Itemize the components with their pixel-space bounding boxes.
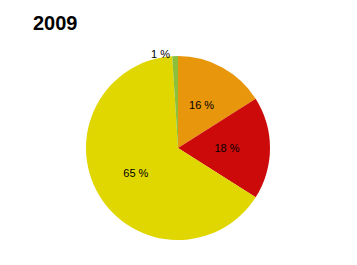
svg-text:18 %: 18 % (214, 142, 239, 154)
svg-text:16 %: 16 % (189, 99, 214, 111)
svg-text:2009: 2009 (33, 12, 78, 34)
svg-text:1 %: 1 % (151, 48, 170, 60)
svg-text:65 %: 65 % (123, 167, 148, 179)
